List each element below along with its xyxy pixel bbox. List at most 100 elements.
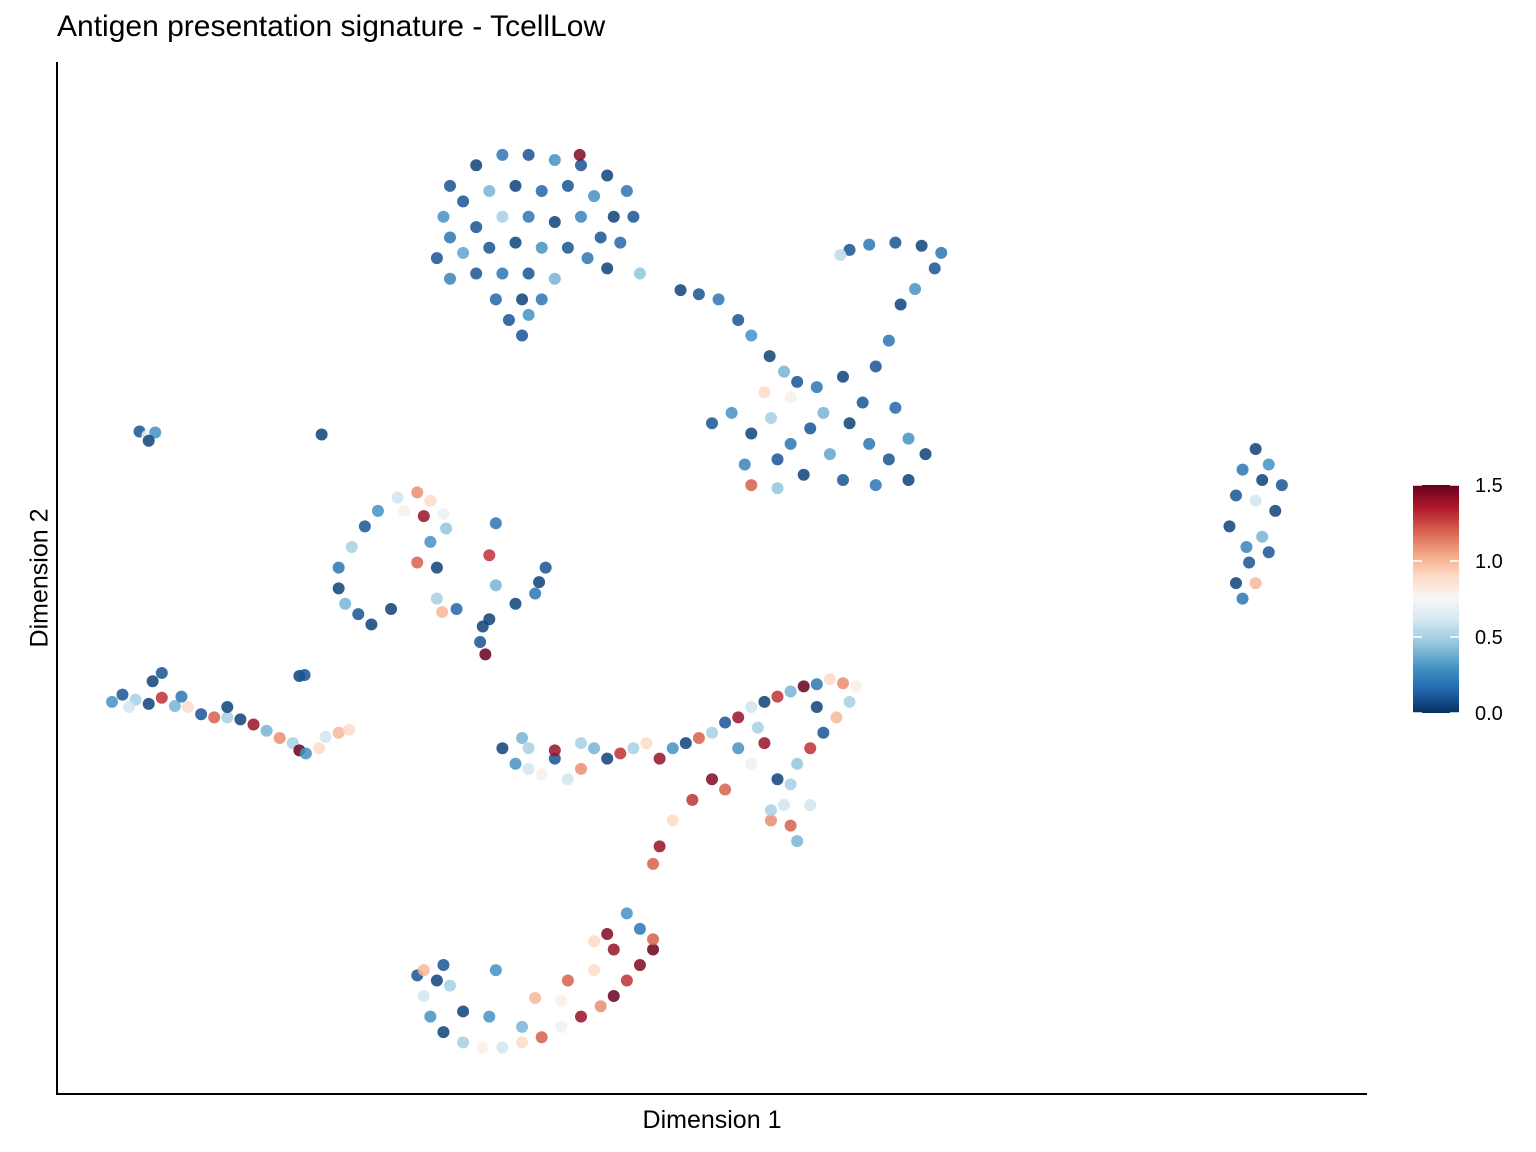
data-point <box>573 148 586 161</box>
data-point <box>633 959 646 971</box>
data-point <box>476 1041 489 1054</box>
data-point <box>1236 592 1249 605</box>
data-point <box>535 768 548 781</box>
data-point <box>315 428 328 441</box>
data-point <box>575 737 587 750</box>
data-point <box>417 964 430 977</box>
data-point <box>882 334 895 347</box>
data-point <box>843 695 856 708</box>
data-point <box>719 716 732 729</box>
data-point <box>489 964 502 977</box>
data-point <box>529 992 542 1005</box>
data-point <box>653 752 666 765</box>
data-point <box>928 262 941 275</box>
data-point <box>889 401 902 414</box>
data-point <box>725 406 738 419</box>
data-point <box>620 907 633 920</box>
colorbar <box>1413 485 1459 713</box>
data-point <box>476 620 489 633</box>
data-point <box>516 1020 529 1033</box>
data-point <box>674 284 687 297</box>
data-point <box>516 731 529 744</box>
colorbar-ticks: 0.0 0.5 1.0 1.5 <box>1413 475 1503 725</box>
data-point <box>594 231 607 244</box>
data-point <box>647 857 660 870</box>
data-point <box>666 742 679 755</box>
data-point <box>146 675 159 688</box>
data-point <box>430 592 443 605</box>
data-point <box>522 742 535 755</box>
data-point <box>1262 546 1275 559</box>
data-point <box>588 190 601 203</box>
colorbar-tick-label: 0.5 <box>1475 627 1503 649</box>
data-point <box>142 434 155 447</box>
data-point <box>817 726 830 739</box>
data-point <box>758 695 771 708</box>
data-point <box>483 241 496 254</box>
data-point <box>529 587 542 600</box>
data-point <box>1256 530 1269 543</box>
data-point <box>909 283 922 296</box>
data-point <box>692 288 705 301</box>
data-point <box>666 814 679 827</box>
data-point <box>424 494 437 507</box>
data-point <box>935 246 948 259</box>
data-point <box>771 453 784 466</box>
data-point <box>535 1031 548 1044</box>
data-point <box>581 252 594 265</box>
data-point <box>365 618 378 631</box>
data-point <box>601 262 614 275</box>
data-point <box>437 959 450 971</box>
data-point <box>784 778 797 791</box>
data-point <box>474 635 487 648</box>
data-point <box>607 989 620 1002</box>
data-point <box>771 690 784 703</box>
data-point <box>784 391 797 404</box>
data-point <box>745 329 758 342</box>
data-point <box>791 757 804 770</box>
data-point <box>745 757 758 770</box>
data-point <box>771 482 784 495</box>
data-point <box>430 974 443 987</box>
data-point <box>712 293 725 306</box>
data-point <box>548 215 561 228</box>
data-point <box>778 799 791 812</box>
data-point <box>440 522 453 535</box>
data-point <box>561 974 574 987</box>
data-point <box>575 159 587 172</box>
data-point <box>1275 479 1288 492</box>
data-point <box>633 267 646 280</box>
data-point <box>745 479 758 492</box>
data-point <box>1249 494 1262 507</box>
data-point <box>299 747 312 760</box>
data-point <box>719 783 732 796</box>
data-point <box>647 943 660 956</box>
data-point <box>588 964 601 977</box>
data-point <box>561 179 574 192</box>
data-point <box>332 582 345 595</box>
data-point <box>863 238 876 251</box>
data-point <box>1256 473 1269 486</box>
data-point <box>123 701 136 713</box>
data-point <box>791 375 804 388</box>
data-point <box>533 576 546 589</box>
data-point <box>516 1036 529 1049</box>
data-point <box>522 308 535 321</box>
data-point <box>863 437 876 450</box>
data-point <box>620 185 633 197</box>
data-point <box>182 701 194 713</box>
data-point <box>627 210 640 223</box>
data-point <box>837 370 849 383</box>
data-point <box>830 711 843 724</box>
data-point <box>843 417 856 430</box>
data-point <box>417 510 430 523</box>
data-point <box>778 365 791 378</box>
data-point <box>843 243 856 256</box>
data-point <box>489 293 502 306</box>
data-point <box>457 195 470 208</box>
data-point <box>1223 520 1236 533</box>
data-point <box>535 185 548 197</box>
colorbar-tick-label: 1.0 <box>1475 551 1503 573</box>
data-point <box>273 731 286 744</box>
